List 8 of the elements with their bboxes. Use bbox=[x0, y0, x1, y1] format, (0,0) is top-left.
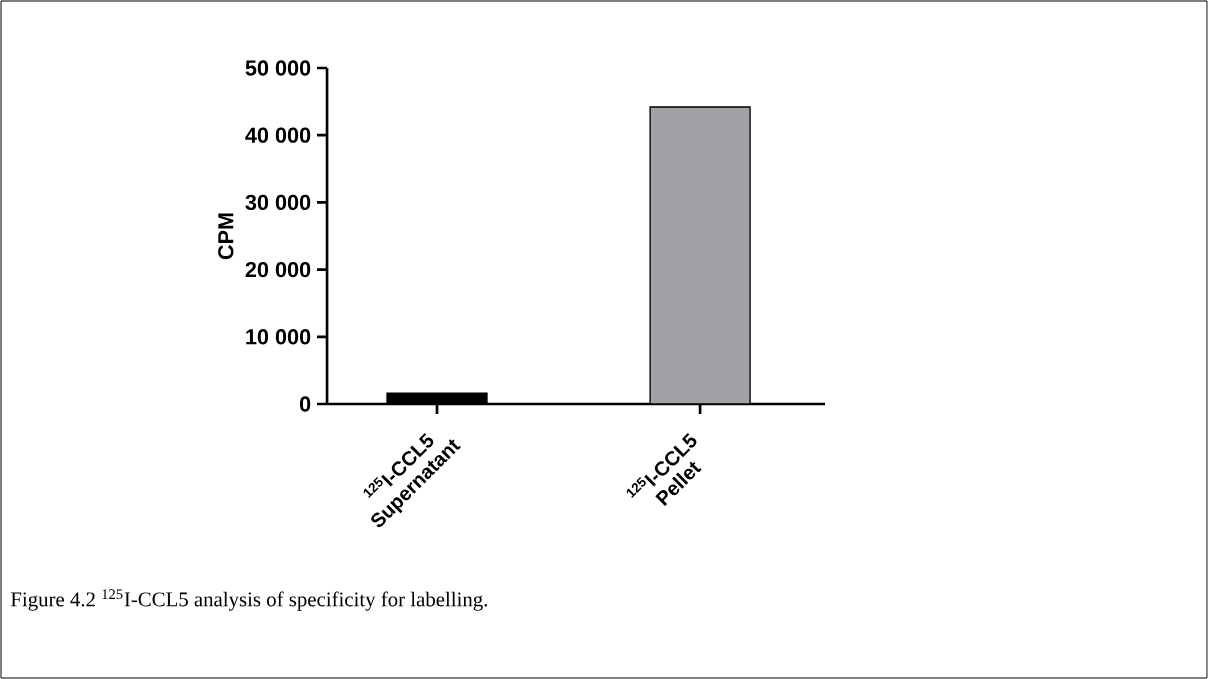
y-tick-label: 50 000 bbox=[245, 60, 311, 76]
y-tick-label: 40 000 bbox=[245, 127, 311, 143]
y-axis-title: CPM bbox=[218, 213, 234, 260]
caption: Figure 4.2 $^{125}$I-CCL5 analysis of specificity for labelling. bbox=[10, 589, 488, 611]
y-tick-label: 20 000 bbox=[245, 261, 311, 278]
y-tick-label: 10 000 bbox=[246, 329, 311, 345]
y-tick-label: 0 bbox=[299, 396, 311, 412]
y-tick-label: 30 000 bbox=[245, 194, 311, 211]
